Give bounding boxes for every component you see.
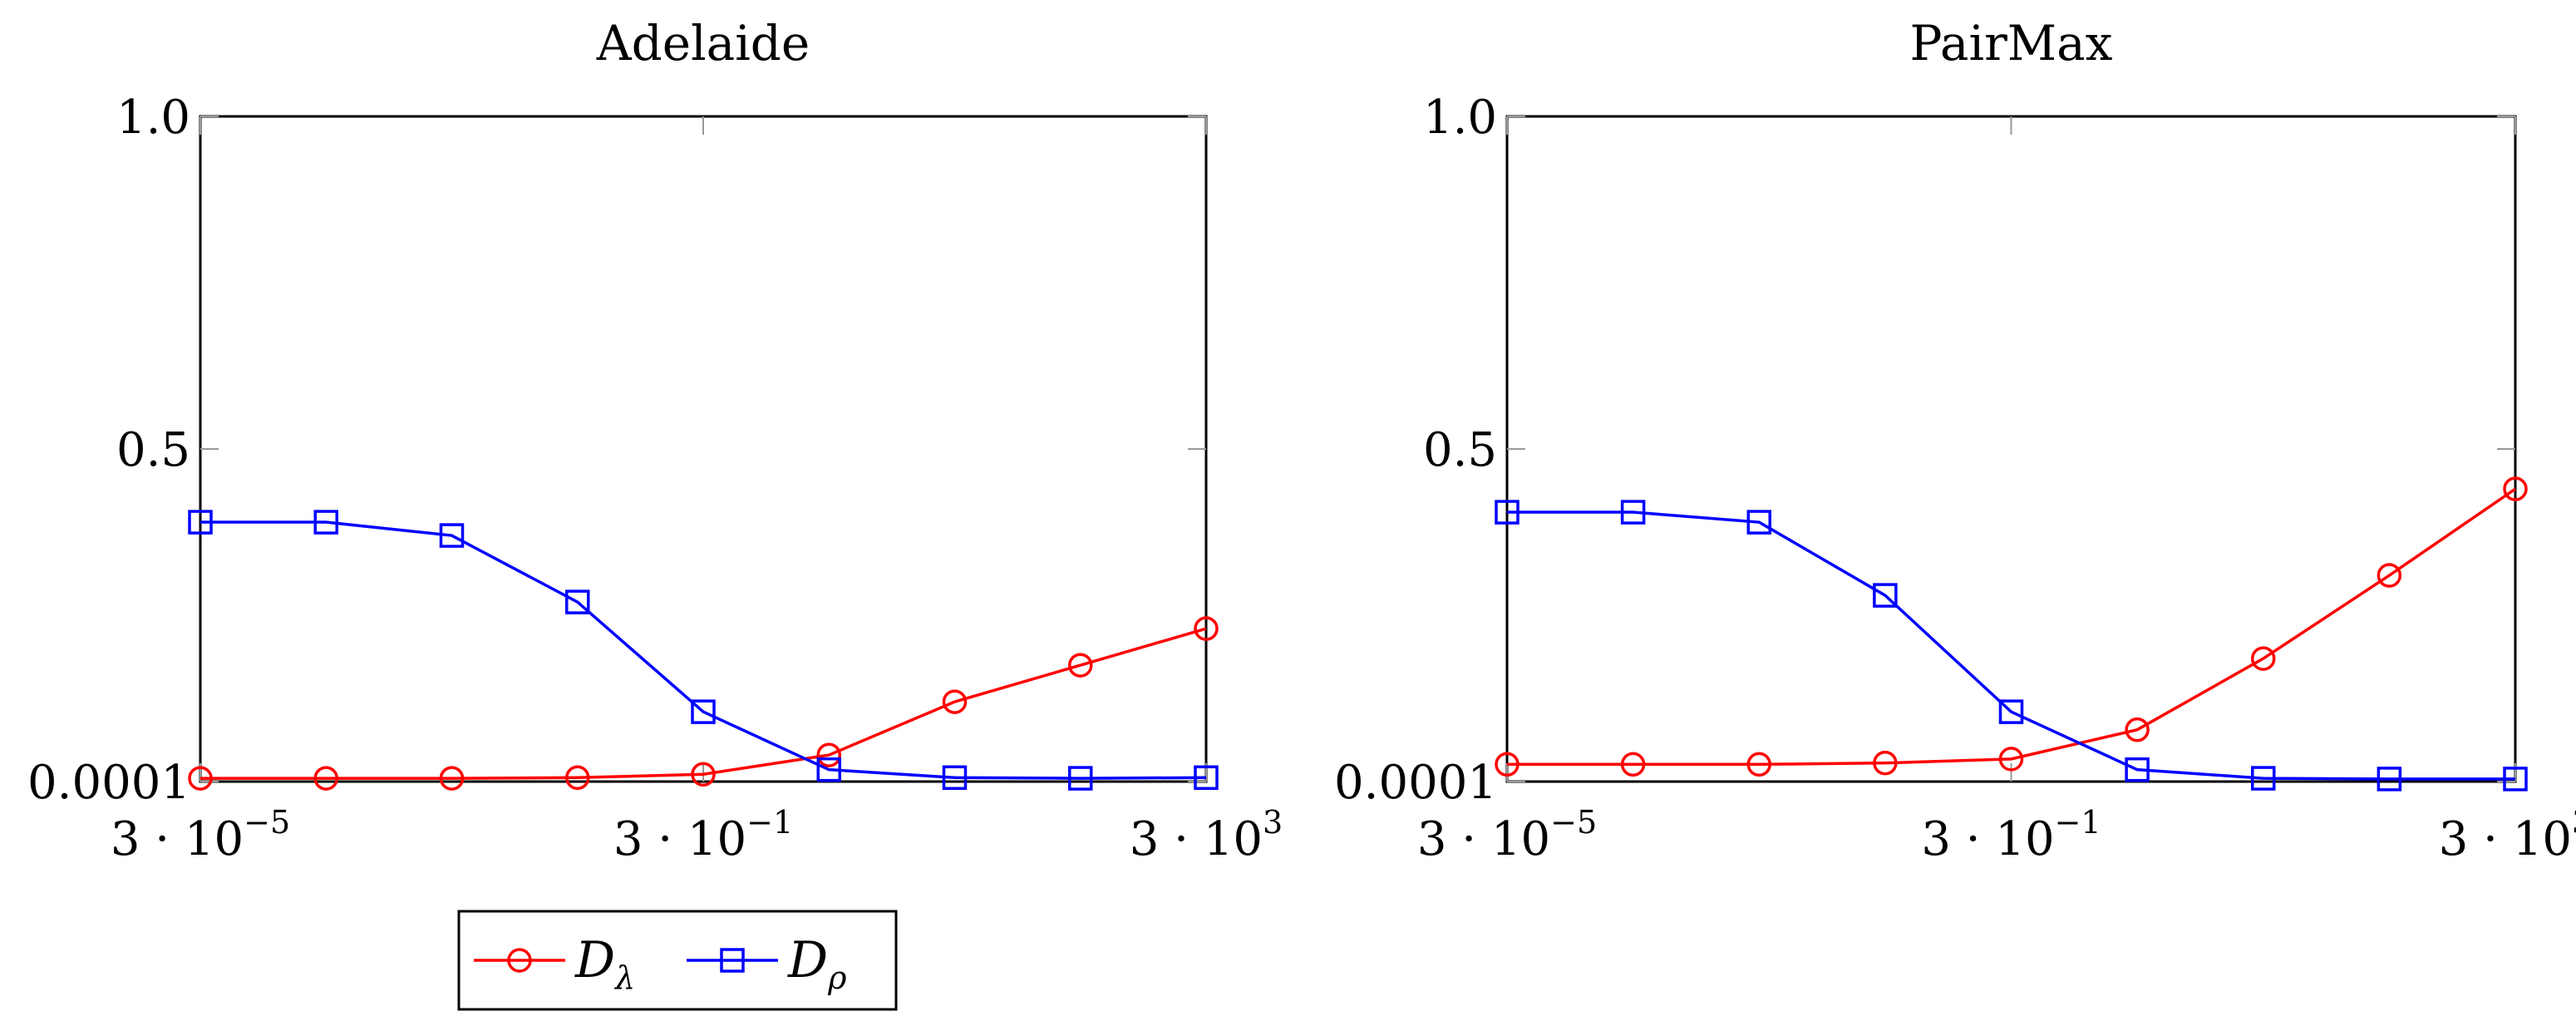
data-point-circle (2503, 476, 2528, 501)
chart-title: Adelaide (596, 15, 810, 72)
data-point-square (816, 757, 841, 782)
chart-pairmax: PairMax 0.0001 0.5 1.0 3 · 10−5 3 · 10−1 3 · 1… (1334, 15, 2576, 866)
data-point-square (439, 523, 465, 548)
plot-frame (1505, 115, 2517, 783)
x-tick-label: 3 · 103 (2439, 804, 2576, 866)
y-tick-label: 0.0001 (1334, 756, 1497, 810)
data-point-square (1194, 765, 1219, 791)
series-line (1507, 487, 2516, 767)
legend-label: Dρ (787, 931, 847, 996)
data-point-circle (1194, 616, 1219, 641)
data-point-square (2377, 767, 2402, 792)
x-tick-label: 3 · 103 (1130, 804, 1283, 866)
x-tick-label: 3 · 10−1 (613, 804, 793, 866)
data-point-circle (1873, 750, 1898, 776)
data-point-square (1746, 510, 1771, 535)
data-point-square (1873, 583, 1898, 608)
data-point-square (313, 510, 338, 535)
data-point-circle (691, 762, 716, 787)
x-tick-label: 3 · 10−1 (1921, 804, 2101, 866)
data-point-circle (1746, 752, 1771, 777)
data-point-circle (1495, 752, 1519, 777)
y-tick-label: 1.0 (116, 91, 190, 145)
data-point-circle (816, 742, 841, 767)
data-point-circle (2125, 717, 2150, 742)
data-point-circle (565, 765, 590, 791)
data-point-circle (2377, 563, 2402, 588)
data-point-circle (188, 766, 213, 791)
data-point-square (2503, 767, 2528, 792)
data-point-square (1495, 500, 1519, 525)
legend-label: Dλ (574, 931, 635, 996)
data-point-circle (1998, 747, 2024, 772)
data-point-square (1998, 699, 2024, 724)
series-line (1507, 511, 2515, 781)
chart-title: PairMax (1910, 15, 2113, 72)
data-point-circle (439, 766, 465, 791)
chart-adelaide: Adelaide 0.0001 0.5 1.0 3 · 10−5 3 · 10−1 3 · … (27, 15, 1283, 866)
data-point-square (942, 765, 968, 791)
data-point-circle (942, 689, 968, 714)
x-tick-label: 3 · 10−5 (1417, 804, 1597, 866)
series-line (200, 627, 1207, 780)
y-tick-label: 0.5 (1423, 423, 1497, 477)
data-point-square (2251, 766, 2276, 791)
plot-frame (199, 115, 1208, 783)
data-point-square (565, 589, 590, 614)
data-point-circle (2251, 646, 2276, 671)
y-tick-label: 0.5 (116, 423, 190, 477)
data-point-circle (313, 766, 338, 791)
data-point-square (188, 510, 213, 535)
data-point-square (691, 699, 716, 724)
data-point-square (1068, 766, 1093, 791)
data-point-square (2125, 757, 2150, 782)
legend-marker-circle (507, 948, 532, 973)
data-point-square (1620, 500, 1646, 525)
series-line (200, 520, 1207, 780)
data-point-circle (1620, 752, 1646, 777)
y-tick-label: 0.0001 (27, 756, 190, 810)
legend-marker-square (720, 948, 745, 973)
legend: Dλ Dρ (457, 910, 898, 1011)
x-tick-label: 3 · 10−5 (111, 804, 290, 866)
data-point-circle (1068, 653, 1093, 678)
y-tick-label: 1.0 (1423, 91, 1497, 145)
